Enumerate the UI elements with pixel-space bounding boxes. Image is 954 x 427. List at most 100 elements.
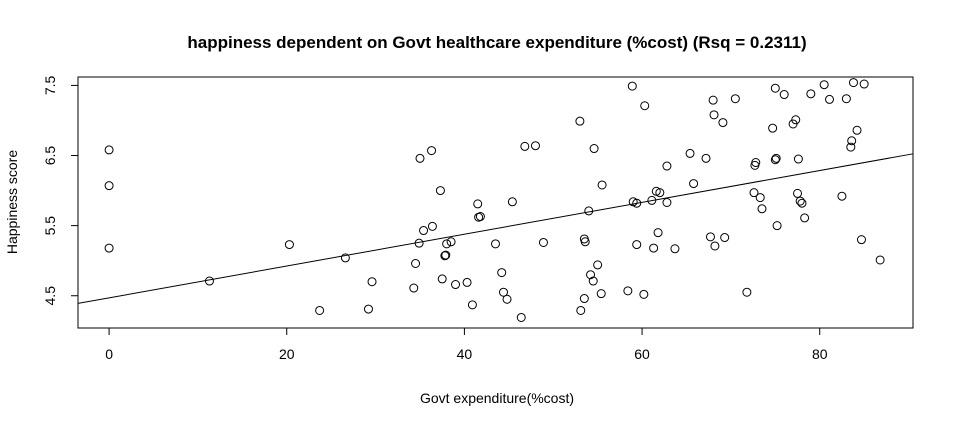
- data-point: [588, 276, 598, 286]
- data-point: [779, 90, 789, 100]
- regression-line: [77, 153, 914, 304]
- data-point: [467, 300, 477, 310]
- data-point: [415, 153, 425, 163]
- data-point: [623, 286, 633, 296]
- data-point: [437, 274, 447, 284]
- data-point: [593, 260, 603, 270]
- y-axis-title: Happiness score: [4, 150, 20, 254]
- data-point: [848, 78, 858, 88]
- data-point: [730, 94, 740, 104]
- data-point: [315, 305, 325, 315]
- data-point: [473, 199, 483, 209]
- x-tick-label: 80: [812, 346, 828, 362]
- x-tick-label: 20: [279, 346, 295, 362]
- data-point: [825, 94, 834, 104]
- data-point: [856, 235, 866, 245]
- data-point: [647, 195, 657, 205]
- data-point: [770, 83, 780, 93]
- data-point: [516, 312, 526, 322]
- data-point: [104, 181, 114, 191]
- y-tick-label: 6.5: [42, 146, 58, 166]
- data-point: [409, 283, 419, 293]
- data-point: [579, 294, 589, 304]
- data-point: [575, 116, 585, 126]
- data-point: [586, 270, 596, 280]
- data-point: [795, 196, 805, 206]
- data-point: [705, 232, 715, 242]
- data-point: [847, 136, 857, 146]
- data-point: [632, 198, 642, 208]
- data-point: [701, 153, 711, 163]
- data-point: [653, 228, 663, 238]
- data-point: [689, 179, 699, 189]
- data-point: [340, 253, 350, 263]
- data-point: [662, 198, 672, 207]
- data-point: [576, 305, 586, 315]
- data-point: [507, 197, 517, 207]
- data-point: [580, 237, 590, 247]
- data-point: [596, 289, 606, 299]
- data-point: [475, 212, 485, 222]
- data-point: [875, 255, 885, 265]
- data-point: [710, 241, 720, 251]
- plot-area: [77, 78, 914, 322]
- data-point: [709, 110, 719, 120]
- data-point: [751, 158, 761, 168]
- x-tick-label: 40: [457, 346, 473, 362]
- data-point: [749, 188, 759, 198]
- data-point: [742, 287, 752, 297]
- data-point: [440, 251, 450, 261]
- x-axis-title: Govt expenditure(%cost): [420, 390, 574, 406]
- data-point: [685, 148, 695, 158]
- data-point: [363, 304, 373, 314]
- data-point: [772, 221, 782, 231]
- y-tick-label: 4.5: [42, 286, 58, 306]
- data-point: [441, 250, 451, 260]
- data-point: [446, 237, 456, 247]
- data-point: [589, 144, 599, 154]
- data-point: [427, 146, 437, 156]
- data-point: [797, 198, 807, 208]
- data-point: [632, 240, 642, 250]
- data-point: [846, 142, 856, 152]
- data-point: [662, 161, 672, 171]
- data-point: [498, 287, 508, 297]
- data-point: [462, 277, 472, 287]
- y-tick-label: 7.5: [42, 75, 58, 95]
- data-point: [639, 289, 649, 299]
- chart-title: happiness dependent on Govt healthcare e…: [187, 33, 806, 52]
- data-point: [708, 95, 718, 105]
- data-point: [852, 125, 862, 135]
- data-point: [204, 276, 214, 286]
- data-point: [837, 191, 847, 201]
- data-point: [584, 206, 594, 216]
- data-point: [768, 123, 778, 133]
- data-point: [806, 89, 816, 99]
- data-point: [755, 193, 765, 203]
- y-axis: 4.5 5.5 6.5 7.5: [42, 75, 79, 306]
- data-point: [793, 188, 803, 198]
- data-point: [757, 204, 767, 214]
- data-point: [670, 244, 680, 254]
- data-point: [819, 80, 829, 90]
- data-point: [284, 240, 294, 250]
- x-tick-label: 60: [634, 346, 650, 362]
- data-point: [411, 258, 421, 268]
- data-point: [627, 81, 637, 91]
- data-point: [859, 79, 869, 89]
- data-point: [771, 153, 781, 163]
- data-point: [530, 141, 540, 151]
- data-point: [640, 101, 650, 111]
- data-point: [104, 145, 114, 155]
- data-point: [419, 226, 429, 236]
- data-point: [104, 243, 114, 253]
- data-point: [497, 268, 507, 278]
- data-point: [491, 239, 500, 249]
- data-point: [718, 118, 728, 128]
- y-tick-label: 5.5: [42, 216, 58, 236]
- data-point: [655, 188, 665, 198]
- data-point: [442, 239, 452, 249]
- data-point: [538, 237, 548, 247]
- x-axis: 0 20 40 60 80: [105, 327, 828, 362]
